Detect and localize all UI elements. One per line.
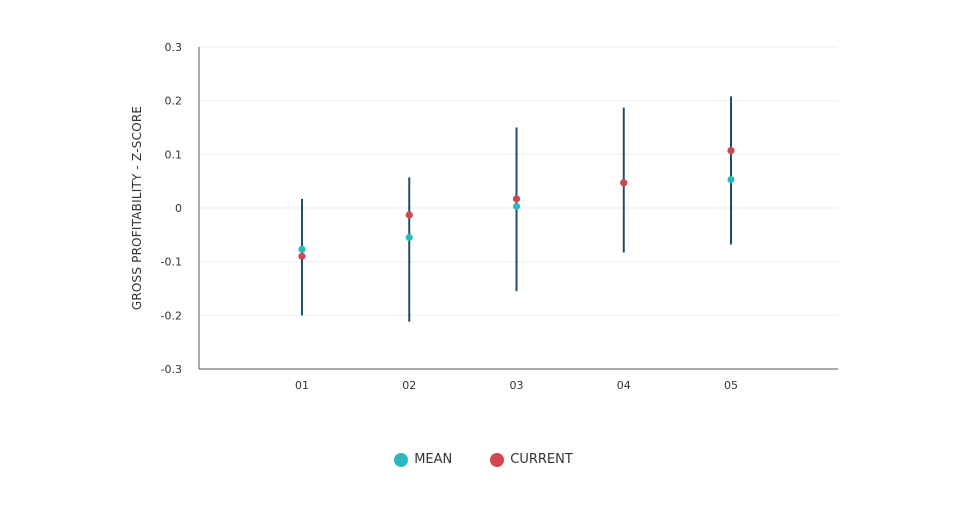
point-current bbox=[620, 179, 628, 187]
x-tick-label: 04 bbox=[617, 379, 631, 392]
y-tick-label: 0.1 bbox=[165, 148, 183, 161]
point-current bbox=[298, 252, 306, 260]
x-tick-labels: 01 02 03 04 05 bbox=[295, 379, 738, 392]
y-tick-label: 0.2 bbox=[165, 95, 183, 108]
legend-item-current: CURRENT bbox=[490, 452, 573, 467]
y-tick-labels: 0.3 0.2 0.1 0 -0.1 -0.2 -0.3 bbox=[161, 41, 182, 376]
y-tick-label: -0.3 bbox=[161, 363, 182, 376]
x-tick-label: 01 bbox=[295, 379, 309, 392]
x-tick-label: 02 bbox=[402, 379, 416, 392]
legend-label-mean: MEAN bbox=[414, 452, 453, 467]
x-tick-label: 03 bbox=[510, 379, 524, 392]
point-mean bbox=[298, 245, 306, 253]
data-points bbox=[298, 146, 735, 260]
y-tick-label: 0.3 bbox=[165, 41, 183, 54]
legend-marker-mean bbox=[394, 452, 409, 467]
legend-item-mean: MEAN bbox=[394, 452, 452, 467]
y-axis-title: GROSS PROFITABILITY - Z-SCORE bbox=[130, 106, 144, 310]
gridlines bbox=[199, 46, 838, 316]
point-mean bbox=[512, 202, 521, 210]
y-tick-label: 0 bbox=[175, 202, 182, 215]
y-tick-label: -0.2 bbox=[161, 309, 182, 322]
point-current bbox=[512, 195, 521, 203]
x-tick-label: 05 bbox=[724, 379, 738, 392]
point-mean bbox=[405, 233, 413, 242]
point-current bbox=[405, 211, 413, 219]
y-tick-label: -0.1 bbox=[161, 256, 182, 269]
point-mean bbox=[727, 175, 735, 184]
legend-label-current: CURRENT bbox=[510, 452, 573, 467]
legend: MEAN CURRENT bbox=[0, 452, 967, 467]
point-current bbox=[727, 146, 735, 155]
legend-marker-current bbox=[490, 452, 505, 467]
